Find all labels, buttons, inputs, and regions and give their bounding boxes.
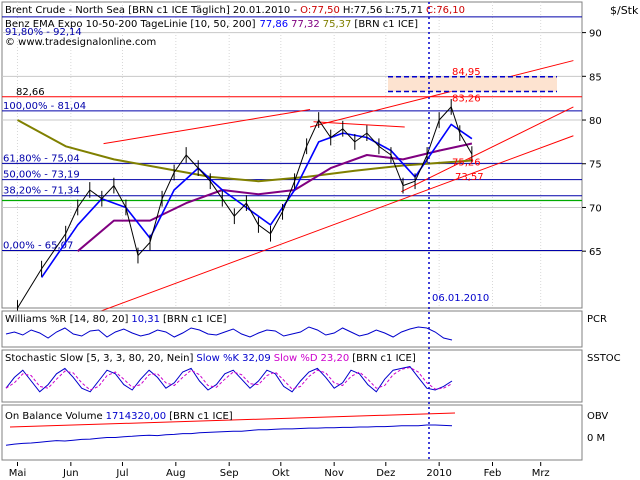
- williams-panel: Williams %R [14, 80, 20] 10,31 [BRN c1 ICE…: [1, 310, 607, 348]
- ema10-value: 77,86: [260, 19, 289, 30]
- trend-line: [401, 106, 574, 193]
- time-tick-label: Mrz: [532, 468, 550, 479]
- level-label: 61,80% - 75,04: [3, 153, 80, 164]
- price-tick-label: 65: [589, 247, 602, 258]
- williams-legend: Williams %R [14, 80, 20] 10,31 [BRN c1 ICE…: [5, 314, 227, 325]
- level-label: 38,20% - 71,34: [3, 186, 80, 197]
- level-label: 100,00% - 81,04: [3, 101, 86, 112]
- level-annotations: 84,95 83,26 75,26 73,57: [388, 67, 557, 183]
- trend-line: [50, 135, 574, 331]
- price-tick-label: 85: [589, 72, 602, 83]
- stochastic-axis-label: SSTOC: [587, 353, 621, 364]
- williams-value: 10,31: [131, 314, 160, 325]
- stochastic-slow-d-line: [5, 366, 453, 391]
- obv-axis-label: OBV: [587, 411, 608, 422]
- price-series: [16, 99, 473, 316]
- williams-axis-label: PCR: [587, 314, 607, 325]
- date-marker-label: 06.01.2010: [432, 293, 489, 304]
- time-tick-label: Dez: [376, 468, 395, 479]
- price-panel: 82,66 100,00% - 81,04 61,80% - 75,04 50,00%…: [1, 1, 639, 331]
- ema200-value: 75,37: [323, 19, 352, 30]
- annotation-label: 75,26: [452, 157, 481, 168]
- price-tick-label: 70: [589, 203, 602, 214]
- time-tick-label: 2010: [426, 468, 451, 479]
- ema-suffix: [BRN c1 ICE]: [354, 19, 418, 30]
- williams-suffix: [BRN c1 ICE]: [163, 314, 227, 325]
- obv-name: On Balance Volume: [5, 411, 103, 422]
- time-grid: [16, 2, 542, 308]
- obv-trend-line: [9, 412, 456, 428]
- obv-value: 1714320,00: [106, 411, 166, 422]
- stochastic-panel-frame: [1, 349, 583, 403]
- stochastic-panel: Stochastic Slow [5, 3, 3, 80, 20, Nein] S…: [1, 349, 621, 403]
- price-tick-label: 75: [589, 160, 602, 171]
- stochastic-slow-k-line: [5, 366, 453, 393]
- obv-panel-frame: [1, 404, 583, 461]
- ema-indicator-label: Benz EMA Expo 10-50-200 TageLinie [10, 5…: [5, 19, 256, 30]
- williams-line: [5, 326, 453, 341]
- stochastic-name: Stochastic Slow [5, 3, 3, 80, 20, Nein]: [5, 353, 194, 364]
- level-label: 50,00% - 73,19: [3, 170, 80, 181]
- ema50-line: [77, 142, 473, 252]
- time-tick-label: Jun: [62, 468, 79, 479]
- trend-line: [103, 109, 311, 145]
- unit-label: $/Stk: [610, 4, 639, 17]
- time-tick-label: Aug: [166, 468, 186, 479]
- time-tick-label: Jul: [115, 468, 128, 479]
- trend-line: [309, 60, 574, 128]
- obv-line: [5, 424, 453, 446]
- time-tick-label: Mai: [9, 468, 27, 479]
- ema200-line: [17, 119, 472, 183]
- header-line-2: Benz EMA Expo 10-50-200 TageLinie [10, 5…: [5, 19, 418, 30]
- open-value: O:77,50: [300, 5, 340, 16]
- price-tick-label: 90: [589, 29, 602, 40]
- high-value: H:77,56: [343, 5, 383, 16]
- obv-legend: On Balance Volume 1714320,00 [BRN c1 ICE]: [5, 411, 233, 422]
- horizontal-levels: 82,66 100,00% - 81,04 61,80% - 75,04 50,00%…: [2, 16, 582, 252]
- obv-suffix: [BRN c1 ICE]: [169, 411, 233, 422]
- time-tick-label: Nov: [324, 468, 344, 479]
- annotation-label: 84,95: [452, 67, 481, 78]
- target-zone: [388, 76, 557, 92]
- level-label: 82,66: [16, 87, 45, 98]
- header-line-1: Brent Crude - North Sea [BRN c1 ICE Tägl…: [5, 5, 465, 16]
- annotation-label: 73,57: [455, 172, 484, 183]
- trend-lines: [50, 60, 574, 331]
- time-tick-label: Okt: [272, 468, 290, 479]
- annotation-label: 83,26: [452, 94, 481, 105]
- price-tick-label: 80: [589, 116, 602, 127]
- top-level-label: 91,80% - 92,14: [5, 27, 82, 38]
- ema50-value: 77,32: [291, 19, 320, 30]
- time-axis: Mai Jun Jul Aug Sep Okt Nov Dez 2010 Feb Mrz: [9, 462, 550, 479]
- obv-panel: On Balance Volume 1714320,00 [BRN c1 ICE] …: [1, 404, 608, 461]
- slow-d-value: 23,20: [321, 353, 350, 364]
- close-value: C:76,10: [426, 5, 465, 16]
- trend-line: [313, 121, 405, 128]
- level-label: 0,00% - 65,07: [3, 241, 73, 252]
- slow-d-label: Slow %D: [274, 353, 318, 364]
- stochastic-suffix: [BRN c1 ICE]: [352, 353, 416, 364]
- slow-k-label: Slow %K: [196, 353, 239, 364]
- low-value: L:75,71: [385, 5, 423, 16]
- williams-name: Williams %R [14, 80, 20]: [5, 314, 128, 325]
- stochastic-legend: Stochastic Slow [5, 3, 3, 80, 20, Nein] S…: [5, 353, 416, 364]
- instrument-label: Brent Crude - North Sea [BRN c1 ICE Tägl…: [5, 5, 300, 16]
- watermark: © www.tradesignalonline.com: [5, 37, 156, 48]
- price-axis: 65 70 75 80 85 90: [582, 29, 602, 258]
- time-tick-label: Sep: [220, 468, 239, 479]
- williams-panel-frame: [1, 310, 583, 348]
- obv-zero-label: 0 M: [587, 433, 605, 444]
- slow-k-value: 32,09: [242, 353, 271, 364]
- time-tick-label: Feb: [484, 468, 502, 479]
